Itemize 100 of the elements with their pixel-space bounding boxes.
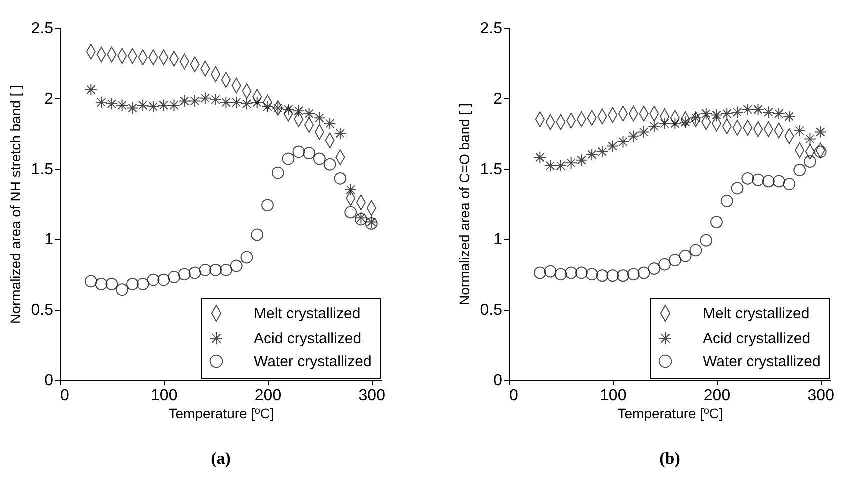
- legend-label: Water crystallized: [703, 354, 821, 370]
- point: [282, 152, 295, 166]
- point: [272, 166, 284, 180]
- point: [126, 278, 139, 290]
- x-tick-label: 100: [600, 388, 627, 404]
- point: [606, 270, 620, 282]
- point: [251, 96, 264, 109]
- point: [554, 268, 568, 281]
- point: [658, 118, 672, 130]
- point: [324, 158, 336, 171]
- point: [544, 265, 557, 278]
- point: [627, 130, 640, 143]
- point: [762, 175, 775, 188]
- point: [158, 99, 170, 112]
- y-tick-label: 0: [494, 372, 503, 390]
- point: [199, 264, 212, 276]
- point: [178, 95, 191, 108]
- point: [783, 110, 796, 123]
- point: [710, 109, 723, 122]
- point: [690, 244, 702, 257]
- point: [772, 108, 786, 120]
- point: [84, 275, 98, 288]
- y-tick-label: 0.5: [480, 302, 503, 320]
- point: [230, 260, 243, 272]
- point: [679, 250, 692, 262]
- point: [220, 264, 232, 276]
- point: [679, 116, 692, 129]
- point: [324, 118, 336, 130]
- x-tick-label: 200: [254, 388, 282, 404]
- point: [147, 274, 160, 286]
- point: [292, 146, 306, 158]
- point: [178, 268, 191, 281]
- point: [804, 156, 816, 168]
- point: [814, 146, 827, 158]
- point: [794, 124, 806, 137]
- point: [617, 270, 630, 282]
- point: [147, 100, 160, 114]
- point: [710, 216, 723, 228]
- point: [772, 175, 786, 188]
- point: [576, 154, 588, 167]
- point: [648, 262, 661, 275]
- point: [262, 100, 274, 114]
- y-tick-label: 2.5: [480, 20, 503, 38]
- point: [742, 172, 754, 185]
- point: [700, 108, 713, 120]
- y-axis-title: Normalized area of NH stretch band [ ]: [7, 85, 24, 324]
- point: [220, 96, 232, 109]
- point: [627, 268, 640, 281]
- point: [658, 258, 672, 271]
- point: [251, 228, 264, 242]
- legend-label: Melt crystallized: [703, 306, 810, 322]
- legend-label: Acid crystallized: [703, 330, 811, 348]
- point: [700, 234, 713, 247]
- point: [668, 254, 682, 267]
- point: [668, 118, 682, 130]
- point: [565, 266, 578, 280]
- point: [313, 152, 326, 166]
- point: [596, 270, 609, 282]
- point: [752, 174, 764, 186]
- point: [303, 108, 316, 120]
- point: [720, 194, 734, 208]
- legend-label: Melt crystallized: [254, 306, 361, 322]
- x-tick-label: 100: [151, 388, 178, 404]
- point: [794, 164, 806, 176]
- y-tick-label: 0.5: [31, 302, 54, 320]
- x-tick-label: 300: [358, 388, 386, 404]
- point: [158, 274, 170, 286]
- point: [720, 108, 734, 120]
- point: [136, 278, 150, 290]
- point: [282, 103, 295, 116]
- x-tick-label: 300: [808, 388, 835, 404]
- point: [586, 148, 598, 161]
- point: [210, 264, 222, 276]
- point: [596, 146, 609, 158]
- point: [344, 184, 358, 196]
- point: [168, 271, 180, 284]
- x-axis-title: Temperature [ºC]: [618, 406, 724, 422]
- point: [344, 206, 358, 219]
- point: [534, 266, 546, 280]
- x-tick-label: 200: [704, 388, 731, 404]
- point: [292, 104, 306, 118]
- point: [106, 278, 118, 290]
- point: [168, 99, 180, 112]
- point: [262, 199, 274, 212]
- point: [565, 156, 578, 170]
- point: [804, 133, 816, 146]
- point: [95, 96, 108, 109]
- point: [126, 102, 139, 114]
- point: [814, 126, 827, 138]
- point: [783, 178, 796, 190]
- point: [606, 140, 620, 152]
- point: [334, 172, 347, 185]
- point: [230, 96, 243, 109]
- legend-label: Water crystallized: [254, 354, 372, 370]
- y-tick-label: 2: [44, 90, 54, 108]
- point: [116, 284, 129, 296]
- point: [742, 103, 754, 116]
- x-tick-label: 0: [510, 388, 518, 404]
- point: [638, 266, 650, 280]
- point: [210, 94, 222, 106]
